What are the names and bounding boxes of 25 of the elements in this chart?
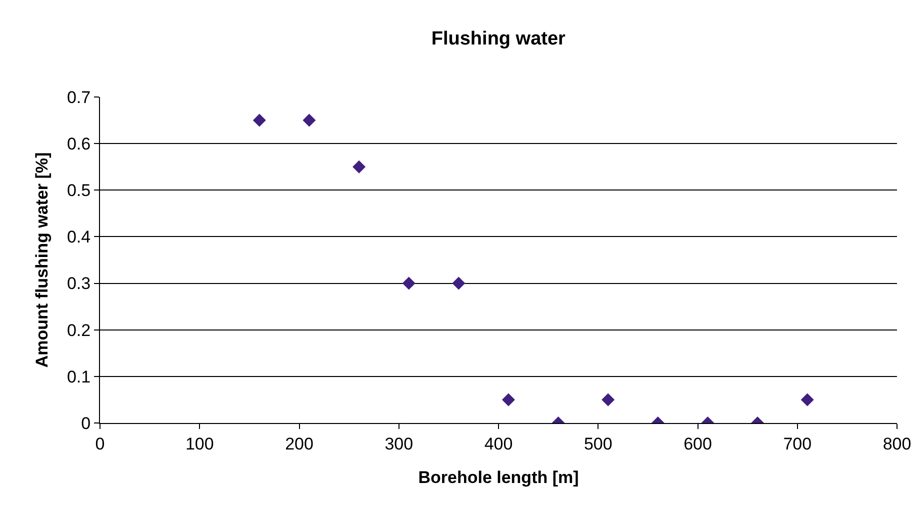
x-tick-label: 700: [783, 434, 812, 454]
chart-title: Flushing water: [431, 28, 566, 50]
y-tick-label: 0: [81, 414, 91, 433]
point: [352, 160, 366, 174]
point: [302, 114, 316, 127]
x-tick-label: 600: [684, 434, 712, 454]
y-tick-label: 0.4: [66, 228, 91, 247]
y-tick-label: 0.7: [66, 88, 91, 107]
x-tick-label: 800: [882, 434, 912, 454]
point: [402, 276, 416, 290]
x-tick-label: 300: [384, 434, 414, 454]
y-axis-title: Amount flushing water [%]: [32, 152, 52, 368]
x-tick-label: 0: [95, 434, 105, 454]
point: [252, 114, 266, 127]
y-tick-label: 0.2: [66, 320, 91, 340]
y-tick-label: 0.5: [66, 181, 91, 200]
x-tick-label: 100: [185, 434, 214, 454]
y-tick-label: 0.3: [66, 274, 91, 294]
y-tick-label: 0.6: [66, 134, 91, 154]
point: [452, 276, 466, 290]
x-tick-label: 400: [484, 434, 513, 454]
x-axis-title: Borehole length [m]: [418, 468, 579, 487]
x-tick-label: 500: [584, 434, 612, 454]
y-tick-label: 0.1: [66, 367, 91, 386]
x-tick-label: 200: [285, 434, 314, 454]
